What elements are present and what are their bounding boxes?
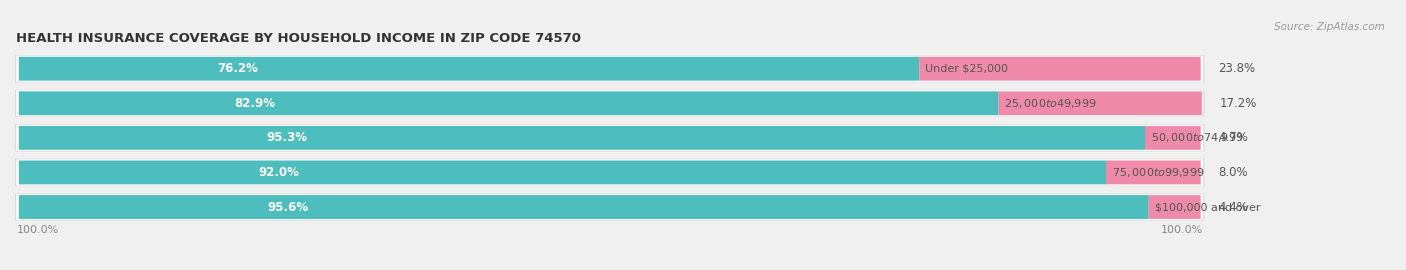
Text: 95.3%: 95.3% bbox=[267, 131, 308, 144]
Text: $25,000 to $49,999: $25,000 to $49,999 bbox=[1004, 97, 1097, 110]
Text: $75,000 to $99,999: $75,000 to $99,999 bbox=[1112, 166, 1205, 179]
Text: $50,000 to $74,999: $50,000 to $74,999 bbox=[1152, 131, 1243, 144]
FancyBboxPatch shape bbox=[998, 91, 1202, 115]
Text: 76.2%: 76.2% bbox=[217, 62, 257, 75]
Text: $100,000 and over: $100,000 and over bbox=[1154, 202, 1260, 212]
FancyBboxPatch shape bbox=[17, 125, 1204, 151]
Text: 17.2%: 17.2% bbox=[1219, 97, 1257, 110]
Text: Under $25,000: Under $25,000 bbox=[925, 64, 1008, 74]
FancyBboxPatch shape bbox=[15, 90, 1205, 117]
Text: 23.8%: 23.8% bbox=[1219, 62, 1256, 75]
Text: 4.7%: 4.7% bbox=[1219, 131, 1249, 144]
FancyBboxPatch shape bbox=[18, 91, 998, 115]
Text: 95.6%: 95.6% bbox=[267, 201, 308, 214]
FancyBboxPatch shape bbox=[18, 126, 1144, 150]
FancyBboxPatch shape bbox=[17, 159, 1204, 185]
Text: 4.4%: 4.4% bbox=[1219, 201, 1249, 214]
Text: HEALTH INSURANCE COVERAGE BY HOUSEHOLD INCOME IN ZIP CODE 74570: HEALTH INSURANCE COVERAGE BY HOUSEHOLD I… bbox=[17, 32, 582, 45]
FancyBboxPatch shape bbox=[17, 90, 1204, 116]
Text: 92.0%: 92.0% bbox=[259, 166, 299, 179]
FancyBboxPatch shape bbox=[18, 57, 920, 81]
FancyBboxPatch shape bbox=[15, 124, 1205, 151]
FancyBboxPatch shape bbox=[1107, 160, 1201, 184]
FancyBboxPatch shape bbox=[15, 159, 1205, 186]
FancyBboxPatch shape bbox=[17, 56, 1204, 82]
FancyBboxPatch shape bbox=[18, 160, 1107, 184]
FancyBboxPatch shape bbox=[15, 193, 1205, 221]
FancyBboxPatch shape bbox=[1144, 126, 1201, 150]
Text: 8.0%: 8.0% bbox=[1219, 166, 1249, 179]
FancyBboxPatch shape bbox=[1149, 195, 1201, 219]
Text: 82.9%: 82.9% bbox=[235, 97, 276, 110]
Text: 100.0%: 100.0% bbox=[1161, 225, 1204, 235]
Text: Source: ZipAtlas.com: Source: ZipAtlas.com bbox=[1274, 22, 1385, 32]
FancyBboxPatch shape bbox=[18, 195, 1149, 219]
FancyBboxPatch shape bbox=[920, 57, 1201, 81]
Text: 100.0%: 100.0% bbox=[17, 225, 59, 235]
FancyBboxPatch shape bbox=[15, 55, 1205, 82]
FancyBboxPatch shape bbox=[17, 194, 1204, 220]
